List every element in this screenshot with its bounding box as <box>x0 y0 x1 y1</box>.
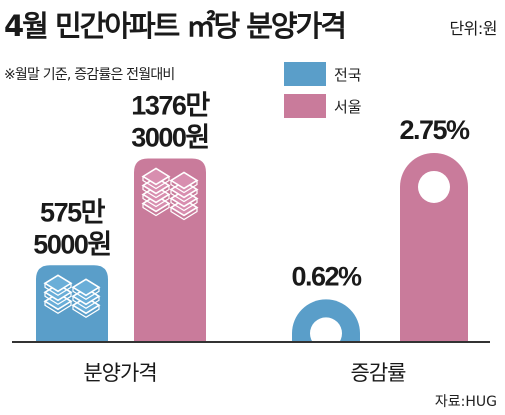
footnote: ※월말 기준, 증감률은 전월대비 <box>4 67 175 83</box>
source-label: 자료:HUG <box>435 394 497 410</box>
book-stack-icon <box>71 278 101 318</box>
bar-hole-seoul <box>418 170 450 203</box>
legend-swatch-national <box>284 62 326 86</box>
bar-change-seoul <box>400 152 468 342</box>
book-stack-icon <box>169 171 199 221</box>
unit-label: 단위:원 <box>449 19 497 38</box>
value-label-change-national: 0.62% <box>291 261 362 291</box>
chart-title: 4월 민간아파트 ㎡당 분양가격 <box>4 9 345 43</box>
book-stack-icon <box>141 167 171 217</box>
legend-swatch-seoul <box>284 94 326 118</box>
value-label-change-seoul: 2.75% <box>399 115 470 145</box>
legend: 전국 서울 <box>284 62 362 118</box>
value-label-price-national: 5000원 <box>33 229 110 259</box>
legend-label-seoul: 서울 <box>334 98 362 116</box>
bar-hole-national <box>310 317 342 350</box>
category-label-price: 분양가격 <box>83 361 156 385</box>
value-label-price-seoul: 3000원 <box>131 122 208 152</box>
value-label-price-seoul: 1376만 <box>131 90 210 120</box>
book-stack-icon <box>43 274 73 314</box>
value-label-price-national: 575만 <box>40 197 106 227</box>
category-label-change: 증감률 <box>351 361 407 385</box>
legend-label-national: 전국 <box>334 66 362 84</box>
